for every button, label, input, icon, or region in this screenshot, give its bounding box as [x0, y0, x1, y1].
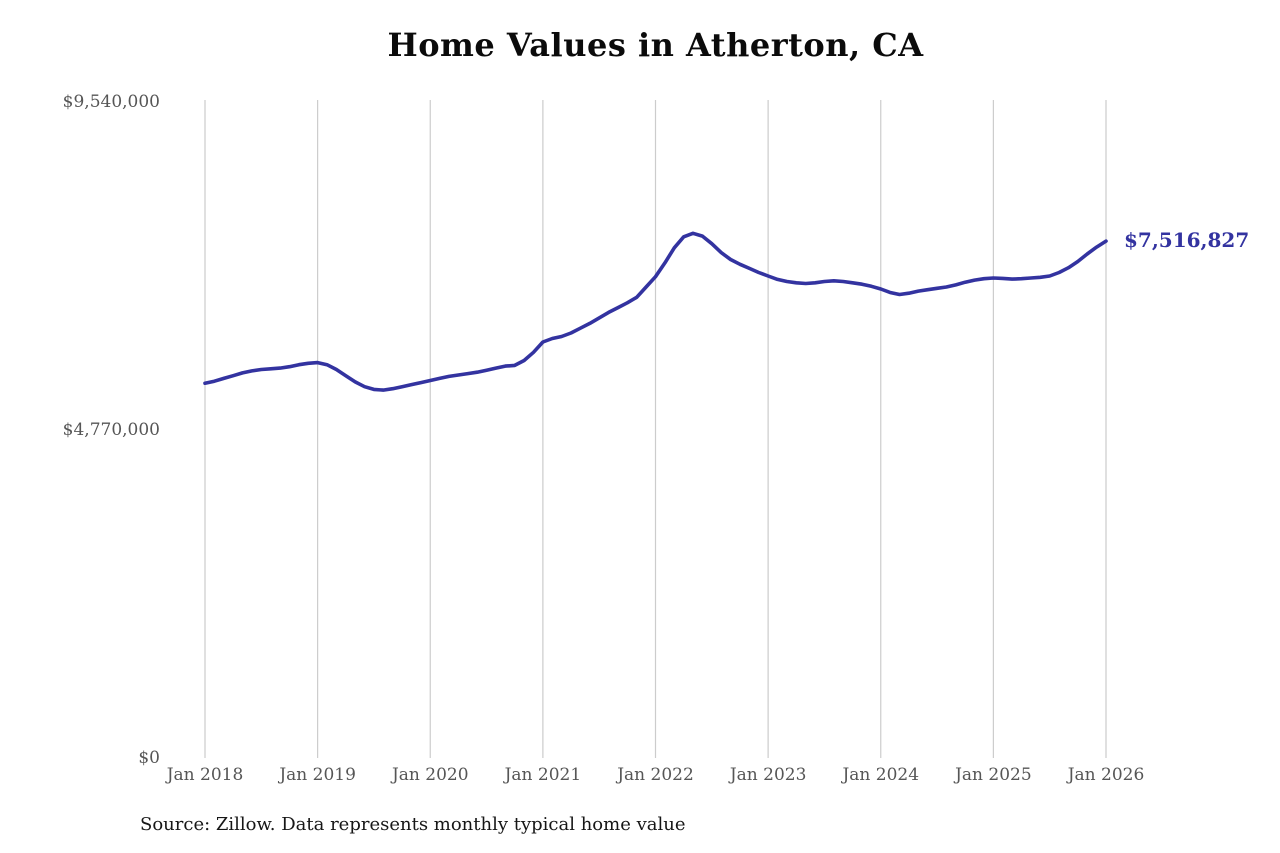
y-axis-tick: $9,540,000	[62, 92, 160, 112]
y-axis-tick: $4,770,000	[62, 420, 160, 440]
x-axis-tick: Jan 2024	[842, 765, 920, 785]
x-axis-tick: Jan 2021	[504, 765, 582, 785]
source-note: Source: Zillow. Data represents monthly …	[140, 814, 686, 835]
x-axis-tick: Jan 2023	[729, 765, 807, 785]
x-axis-tick: Jan 2018	[166, 765, 244, 785]
x-axis-tick: Jan 2020	[391, 765, 469, 785]
x-axis-tick: Jan 2022	[617, 765, 694, 785]
value-line	[203, 231, 1108, 392]
x-axis-tick: Jan 2025	[955, 765, 1032, 785]
x-axis-tick: Jan 2026	[1067, 765, 1145, 785]
y-axis-tick: $0	[138, 748, 160, 768]
chart-title: Home Values in Atherton, CA	[387, 26, 924, 64]
x-axis-tick: Jan 2019	[279, 765, 356, 785]
end-value-label: $7,516,827	[1124, 228, 1250, 253]
